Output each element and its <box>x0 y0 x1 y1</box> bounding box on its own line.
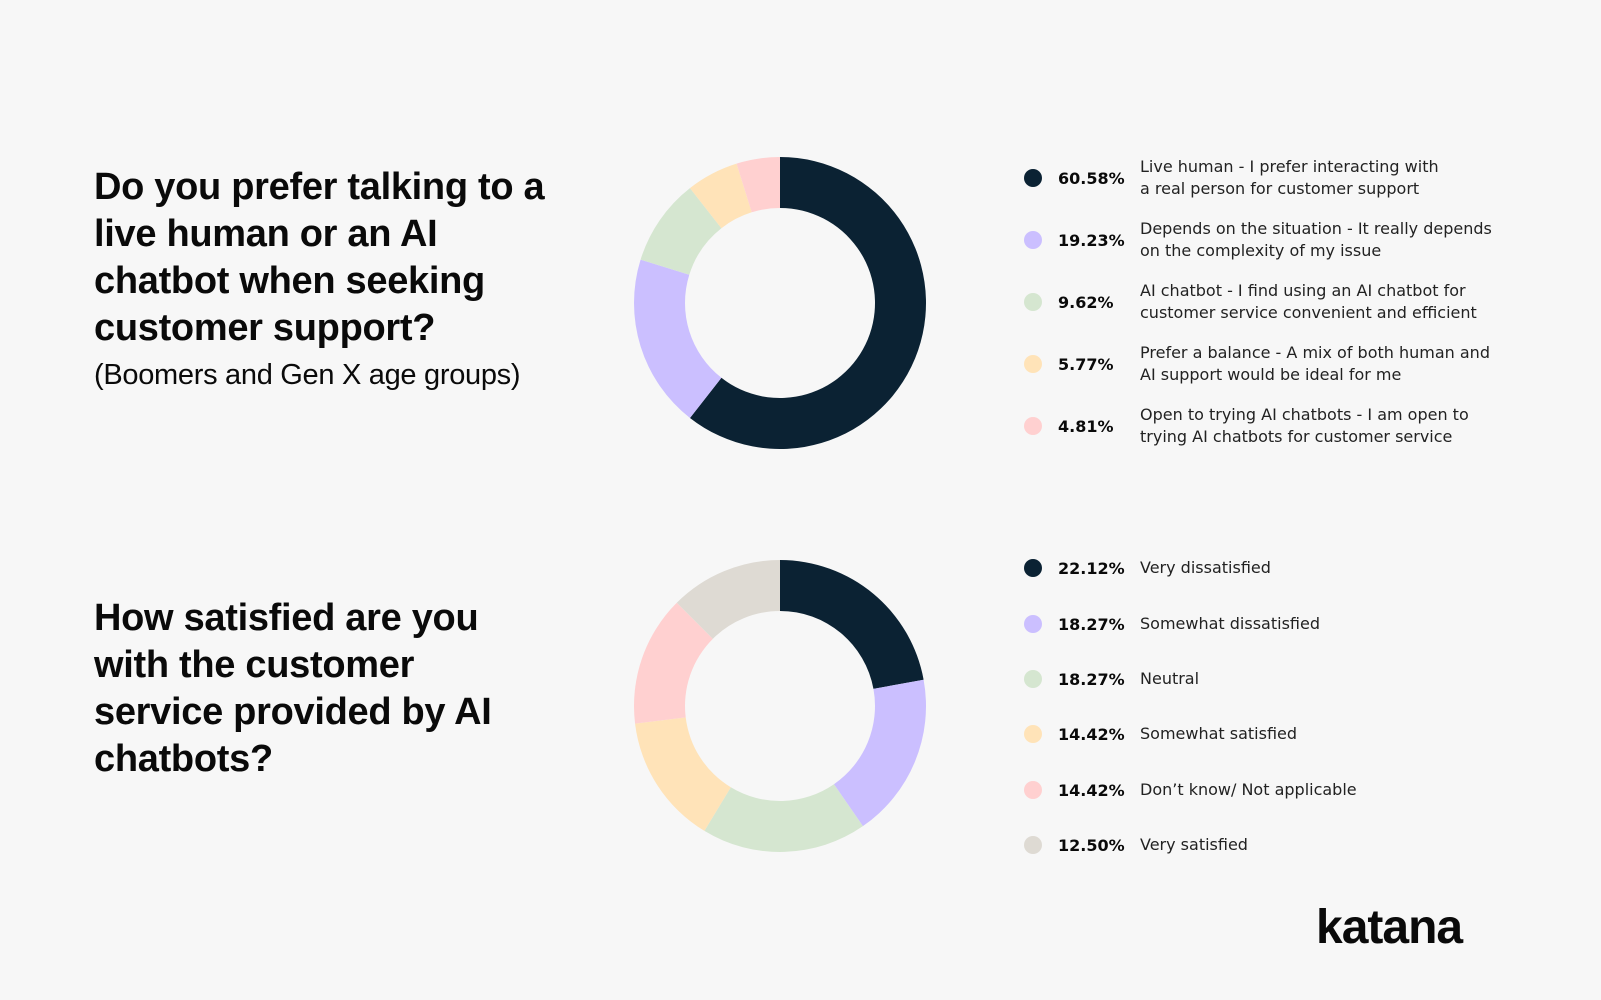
legend-item: 19.23% Depends on the situation - It real… <box>1024 218 1584 262</box>
legend-percent: 18.27% <box>1058 669 1125 689</box>
donut-slice <box>634 259 722 418</box>
legend-swatch <box>1024 781 1042 799</box>
legend-label: Somewhat dissatisfied <box>1140 614 1320 633</box>
legend-percent: 18.27% <box>1058 614 1125 634</box>
legend-label: Somewhat satisfied <box>1140 724 1298 743</box>
legend-percent: 4.81% <box>1058 416 1114 436</box>
legend-item: 5.77% Prefer a balance - A mix of both hu… <box>1024 342 1584 386</box>
legend-percent: 14.42% <box>1058 780 1125 800</box>
legend-swatch <box>1024 670 1042 688</box>
legend-1: 60.58% Live human - I prefer interacting … <box>1024 0 1584 446</box>
donut-slice <box>780 560 924 689</box>
donut-slice <box>676 560 780 639</box>
legend-swatch <box>1024 559 1042 577</box>
question-1-title: Do you prefer talking to a live human or… <box>94 164 574 398</box>
legend-item: 14.42% Somewhat satisfied <box>1024 723 1584 745</box>
donut-slice <box>689 157 926 449</box>
legend-swatch <box>1024 231 1042 249</box>
question-2-title: How satisfied are you with the customer … <box>94 597 492 780</box>
legend-percent: 19.23% <box>1058 230 1125 250</box>
donut-chart-1 <box>634 157 926 449</box>
legend-item: 12.50% Very satisfied <box>1024 834 1584 856</box>
katana-logo: katana <box>1316 901 1463 954</box>
donut-slice <box>704 784 863 852</box>
legend-swatch <box>1024 725 1042 743</box>
legend-percent: 9.62% <box>1058 292 1114 312</box>
legend-swatch <box>1024 293 1042 311</box>
donut-chart-2 <box>634 560 926 852</box>
legend-percent: 22.12% <box>1058 558 1125 578</box>
legend-item: 18.27% Neutral <box>1024 668 1584 690</box>
question-1-subtitle: (Boomers and Gen X age groups) <box>94 359 521 391</box>
legend-item: 9.62% AI chatbot - I find using an AI cha… <box>1024 280 1584 324</box>
donut-slice <box>833 679 926 827</box>
legend-label: Neutral <box>1140 669 1200 688</box>
legend-label: Don’t know/ Not applicable <box>1140 780 1357 799</box>
donut-slice <box>635 717 731 831</box>
donut-slice <box>634 602 713 724</box>
legend-percent: 14.42% <box>1058 724 1125 744</box>
legend-item: 60.58% Live human - I prefer interacting … <box>1024 156 1584 200</box>
legend-item: 14.42% Don’t know/ Not applicable <box>1024 779 1584 801</box>
donut-slice <box>736 157 780 213</box>
legend-percent: 5.77% <box>1058 354 1114 374</box>
donut-slice <box>689 163 752 229</box>
legend-swatch <box>1024 417 1042 435</box>
legend-percent: 12.50% <box>1058 835 1125 855</box>
legend-label: Prefer a balance - A mix of both human a… <box>1140 343 1490 384</box>
legend-2: 22.12% Very dissatisfied 18.27% Somewhat di… <box>1024 0 1584 855</box>
legend-label: Live human - I prefer interacting with a… <box>1140 157 1439 198</box>
legend-label: Very dissatisfied <box>1140 558 1271 577</box>
legend-swatch <box>1024 355 1042 373</box>
legend-label: AI chatbot - I find using an AI chatbot … <box>1140 281 1477 322</box>
legend-label: Very satisfied <box>1140 835 1248 854</box>
legend-item: 4.81% Open to trying AI chatbots - I am o… <box>1024 404 1584 448</box>
legend-label: Open to trying AI chatbots - I am open t… <box>1140 405 1469 446</box>
legend-item: 22.12% Very dissatisfied <box>1024 557 1584 579</box>
legend-swatch <box>1024 169 1042 187</box>
donut-slice <box>640 188 722 275</box>
legend-label: Depends on the situation - It really dep… <box>1140 219 1492 260</box>
question-1-text: Do you prefer talking to a live human or… <box>94 166 545 349</box>
legend-percent: 60.58% <box>1058 168 1125 188</box>
legend-swatch <box>1024 615 1042 633</box>
legend-swatch <box>1024 836 1042 854</box>
legend-item: 18.27% Somewhat dissatisfied <box>1024 613 1584 635</box>
